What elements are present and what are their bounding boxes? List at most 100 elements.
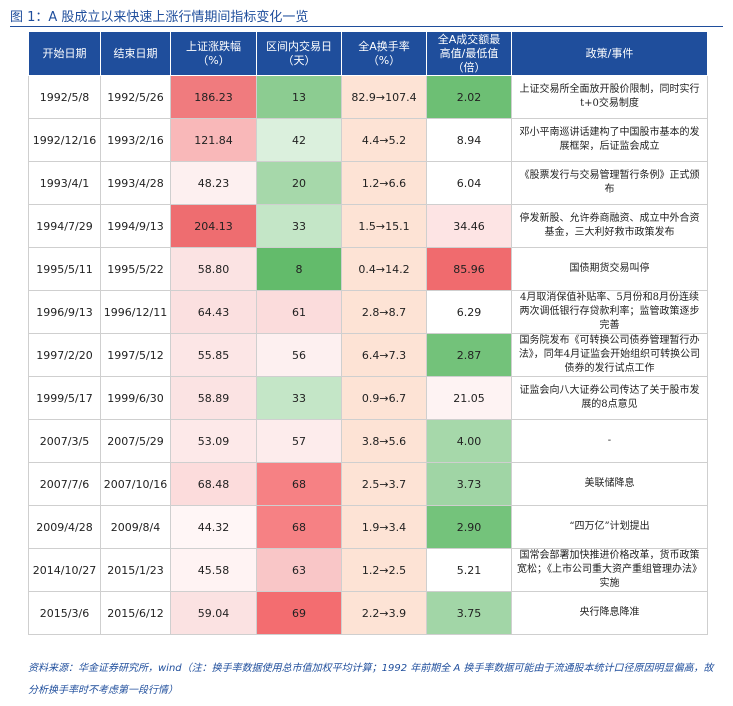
cell-start-date: 1994/7/29 — [28, 204, 101, 248]
cell-turnover: 0.4→14.2 — [341, 247, 427, 291]
cell-turnover: 1.5→15.1 — [341, 204, 427, 248]
cell-volume-ratio: 3.73 — [426, 462, 512, 506]
cell-end-date: 1996/12/11 — [100, 290, 171, 334]
cell-index-change: 48.23 — [170, 161, 257, 205]
header-volume-ratio: 全A成交额最 高值/最低值 （倍） — [426, 31, 512, 76]
cell-trading-days: 33 — [256, 376, 342, 420]
cell-policy: 国常会部署加快推进价格改革，货币政策宽松；《上市公司重大资产重组管理办法》实施 — [511, 548, 708, 592]
cell-end-date: 2007/10/16 — [100, 462, 171, 506]
cell-start-date: 2007/7/6 — [28, 462, 101, 506]
table-row: 2014/10/27 2015/1/23 45.58 63 1.2→2.5 5.21 国常会… — [28, 548, 708, 592]
cell-end-date: 1999/6/30 — [100, 376, 171, 420]
cell-index-change: 44.32 — [170, 505, 257, 549]
cell-policy: - — [511, 419, 708, 463]
cell-trading-days: 68 — [256, 505, 342, 549]
table-body: 1992/5/8 1992/5/26 186.23 13 82.9→107.4 2.02 上… — [28, 75, 708, 635]
cell-trading-days: 8 — [256, 247, 342, 291]
table-row: 2007/7/6 2007/10/16 68.48 68 2.5→3.7 3.73 美联储降… — [28, 462, 708, 506]
cell-trading-days: 56 — [256, 333, 342, 377]
table-row: 1994/7/29 1994/9/13 204.13 33 1.5→15.1 34.46 停… — [28, 204, 708, 248]
cell-policy: 国务院发布《可转换公司债券管理暂行办法》，同年4月证监会开始组织可转换公司债券的… — [511, 333, 708, 377]
header-end-date: 结束日期 — [100, 31, 171, 76]
cell-volume-ratio: 85.96 — [426, 247, 512, 291]
header-turnover: 全A换手率 （%） — [341, 31, 427, 76]
table-row: 1999/5/17 1999/6/30 58.89 33 0.9→6.7 21.05 证监会… — [28, 376, 708, 420]
cell-end-date: 2007/5/29 — [100, 419, 171, 463]
source-note: 资料来源：华金证券研究所，wind（注：换手率数据使用总市值加权平均计算；199… — [28, 663, 714, 696]
title-divider — [10, 26, 723, 27]
cell-start-date: 2007/3/5 — [28, 419, 101, 463]
cell-start-date: 2014/10/27 — [28, 548, 101, 592]
cell-volume-ratio: 6.04 — [426, 161, 512, 205]
cell-start-date: 1992/5/8 — [28, 75, 101, 119]
cell-trading-days: 69 — [256, 591, 342, 635]
table-row: 1996/9/13 1996/12/11 64.43 61 2.8→8.7 6.29 4月取… — [28, 290, 708, 334]
cell-policy: 《股票发行与交易管理暂行条例》正式颁布 — [511, 161, 708, 205]
cell-policy: “四万亿”计划提出 — [511, 505, 708, 549]
cell-index-change: 64.43 — [170, 290, 257, 334]
table-header-row: 开始日期 结束日期 上证涨跌幅 （%） 区间内交易日 （天） 全A换手率 （%） 全A… — [28, 31, 708, 76]
cell-start-date: 2009/4/28 — [28, 505, 101, 549]
cell-trading-days: 42 — [256, 118, 342, 162]
cell-start-date: 2015/3/6 — [28, 591, 101, 635]
header-index-change: 上证涨跌幅 （%） — [170, 31, 257, 76]
cell-index-change: 59.04 — [170, 591, 257, 635]
cell-index-change: 121.84 — [170, 118, 257, 162]
cell-trading-days: 13 — [256, 75, 342, 119]
table-row: 1992/5/8 1992/5/26 186.23 13 82.9→107.4 2.02 上… — [28, 75, 708, 119]
cell-turnover: 3.8→5.6 — [341, 419, 427, 463]
market-rally-table: 开始日期 结束日期 上证涨跌幅 （%） 区间内交易日 （天） 全A换手率 （%） 全A… — [28, 31, 708, 635]
cell-trading-days: 20 — [256, 161, 342, 205]
cell-start-date: 1993/4/1 — [28, 161, 101, 205]
cell-end-date: 1997/5/12 — [100, 333, 171, 377]
figure-title: 图 1：A 股成立以来快速上涨行情期间指标变化一览 — [10, 10, 309, 25]
table-row: 1992/12/16 1993/2/16 121.84 42 4.4→5.2 8.94 邓小… — [28, 118, 708, 162]
cell-trading-days: 57 — [256, 419, 342, 463]
cell-start-date: 1996/9/13 — [28, 290, 101, 334]
cell-volume-ratio: 21.05 — [426, 376, 512, 420]
cell-start-date: 1995/5/11 — [28, 247, 101, 291]
cell-turnover: 2.5→3.7 — [341, 462, 427, 506]
cell-trading-days: 33 — [256, 204, 342, 248]
cell-policy: 国债期货交易叫停 — [511, 247, 708, 291]
cell-start-date: 1997/2/20 — [28, 333, 101, 377]
cell-end-date: 1994/9/13 — [100, 204, 171, 248]
header-trading-days: 区间内交易日 （天） — [256, 31, 342, 76]
cell-trading-days: 63 — [256, 548, 342, 592]
cell-end-date: 2015/1/23 — [100, 548, 171, 592]
cell-policy: 美联储降息 — [511, 462, 708, 506]
cell-policy: 证监会向八大证券公司传达了关于股市发展的8点意见 — [511, 376, 708, 420]
cell-volume-ratio: 5.21 — [426, 548, 512, 592]
cell-index-change: 58.89 — [170, 376, 257, 420]
table-row: 2015/3/6 2015/6/12 59.04 69 2.2→3.9 3.75 央行降息降… — [28, 591, 708, 635]
cell-volume-ratio: 6.29 — [426, 290, 512, 334]
cell-turnover: 2.8→8.7 — [341, 290, 427, 334]
cell-end-date: 1992/5/26 — [100, 75, 171, 119]
header-start-date: 开始日期 — [28, 31, 101, 76]
table-row: 1995/5/11 1995/5/22 58.80 8 0.4→14.2 85.96 国债期… — [28, 247, 708, 291]
cell-end-date: 2015/6/12 — [100, 591, 171, 635]
table-row: 1997/2/20 1997/5/12 55.85 56 6.4→7.3 2.87 国务院发… — [28, 333, 708, 377]
cell-volume-ratio: 2.90 — [426, 505, 512, 549]
cell-volume-ratio: 3.75 — [426, 591, 512, 635]
cell-turnover: 4.4→5.2 — [341, 118, 427, 162]
cell-index-change: 55.85 — [170, 333, 257, 377]
cell-turnover: 6.4→7.3 — [341, 333, 427, 377]
cell-volume-ratio: 2.87 — [426, 333, 512, 377]
cell-policy: 停发新股、允许券商融资、成立中外合资基金，三大利好救市政策发布 — [511, 204, 708, 248]
cell-trading-days: 61 — [256, 290, 342, 334]
cell-turnover: 2.2→3.9 — [341, 591, 427, 635]
header-policy: 政策/事件 — [511, 31, 708, 76]
cell-trading-days: 68 — [256, 462, 342, 506]
cell-index-change: 45.58 — [170, 548, 257, 592]
cell-end-date: 2009/8/4 — [100, 505, 171, 549]
cell-turnover: 82.9→107.4 — [341, 75, 427, 119]
cell-index-change: 53.09 — [170, 419, 257, 463]
table-row: 2009/4/28 2009/8/4 44.32 68 1.9→3.4 2.90 “四万亿”… — [28, 505, 708, 549]
cell-policy: 央行降息降准 — [511, 591, 708, 635]
cell-start-date: 1992/12/16 — [28, 118, 101, 162]
cell-policy: 上证交易所全面放开股价限制，同时实行t+0交易制度 — [511, 75, 708, 119]
cell-policy: 邓小平南巡讲话建构了中国股市基本的发展框架，后证监会成立 — [511, 118, 708, 162]
cell-end-date: 1993/2/16 — [100, 118, 171, 162]
cell-policy: 4月取消保值补贴率、5月份和8月份连续两次调低银行存贷款利率；监管政策逐步完善 — [511, 290, 708, 334]
